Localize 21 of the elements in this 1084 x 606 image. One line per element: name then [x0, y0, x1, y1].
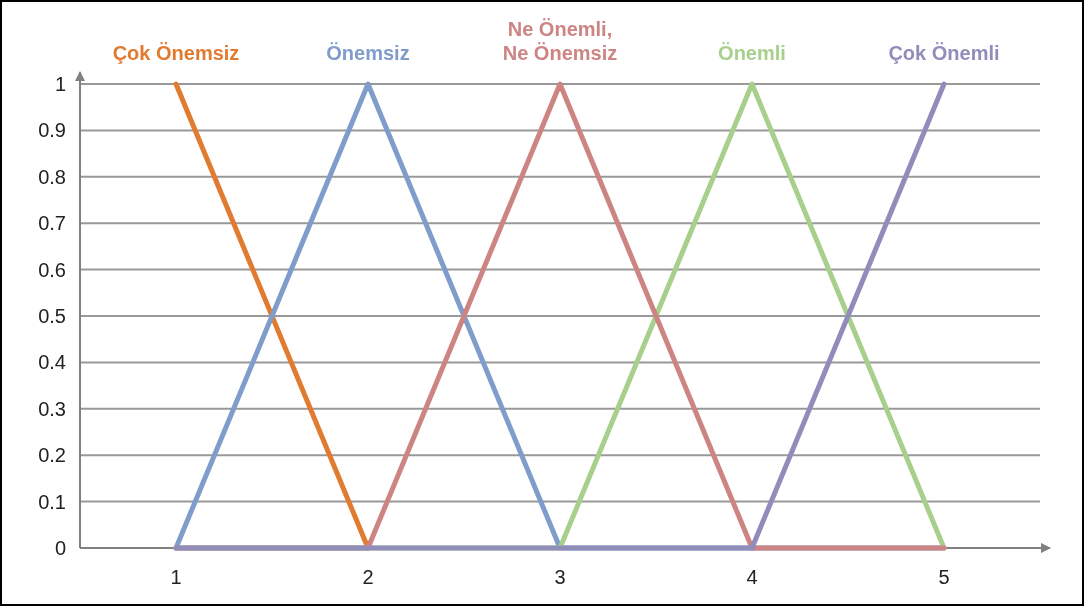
- y-tick-label: 0.9: [38, 119, 66, 142]
- y-tick-label: 0.8: [38, 165, 66, 188]
- x-tick-label: 2: [362, 566, 374, 588]
- x-tick-label: 3: [554, 566, 566, 588]
- y-tick-label: 0.5: [38, 305, 66, 327]
- y-tick-label: 0.3: [38, 397, 66, 420]
- y-tick-label: 0.2: [38, 444, 66, 467]
- series-label: Önemsiz: [326, 42, 410, 64]
- y-tick-label: 0.7: [38, 212, 66, 235]
- y-tick-label: 0.1: [38, 490, 66, 513]
- y-tick-label: 0.6: [38, 258, 66, 281]
- series-label: Önemli: [718, 42, 786, 64]
- y-tick-label: 0.4: [38, 351, 66, 374]
- y-tick-label: 0: [54, 537, 66, 559]
- x-tick-label: 1: [170, 566, 182, 588]
- x-tick-label: 4: [746, 566, 758, 588]
- x-tick-label: 5: [938, 566, 950, 588]
- series-label: Çok Önemli: [888, 42, 1000, 64]
- series-label: Çok Önemsiz: [112, 42, 240, 64]
- y-tick-label: 1: [54, 73, 66, 95]
- text: Ne Önemli, Ne Önemsiz: [502, 18, 618, 64]
